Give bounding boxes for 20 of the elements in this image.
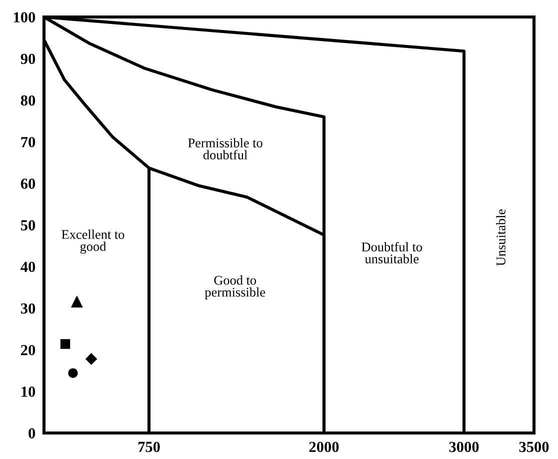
y-tick-label: 0 [28, 428, 36, 438]
y-tick-label: 40 [20, 262, 36, 272]
y-tick-label: 10 [22, 386, 36, 397]
y-tick-label: 60 [20, 178, 36, 189]
annotation: Permissible to doubtful [188, 138, 262, 160]
x-tick-label: 3000 [449, 442, 479, 452]
y-tick-label: 80 [20, 95, 36, 106]
x-tick-label: 3500 [519, 442, 549, 452]
x-tick-label: 2000 [309, 442, 339, 452]
y-tick-label: 90 [20, 54, 36, 64]
x-tick-label: 750 [138, 442, 160, 452]
y-tick-label: 30 [20, 303, 36, 314]
annotation: Doubtful to unsuitable [362, 242, 422, 264]
y-tick-label: 100 [14, 12, 36, 22]
y-tick-label: 50 [21, 220, 36, 230]
y-tick-label: 20 [21, 344, 36, 356]
annotation: Good to permissible [204, 275, 266, 300]
annotation: Unsuitable [496, 209, 506, 266]
y-tick-label: 70 [21, 136, 36, 148]
annotation: Excellent to good [62, 230, 124, 254]
